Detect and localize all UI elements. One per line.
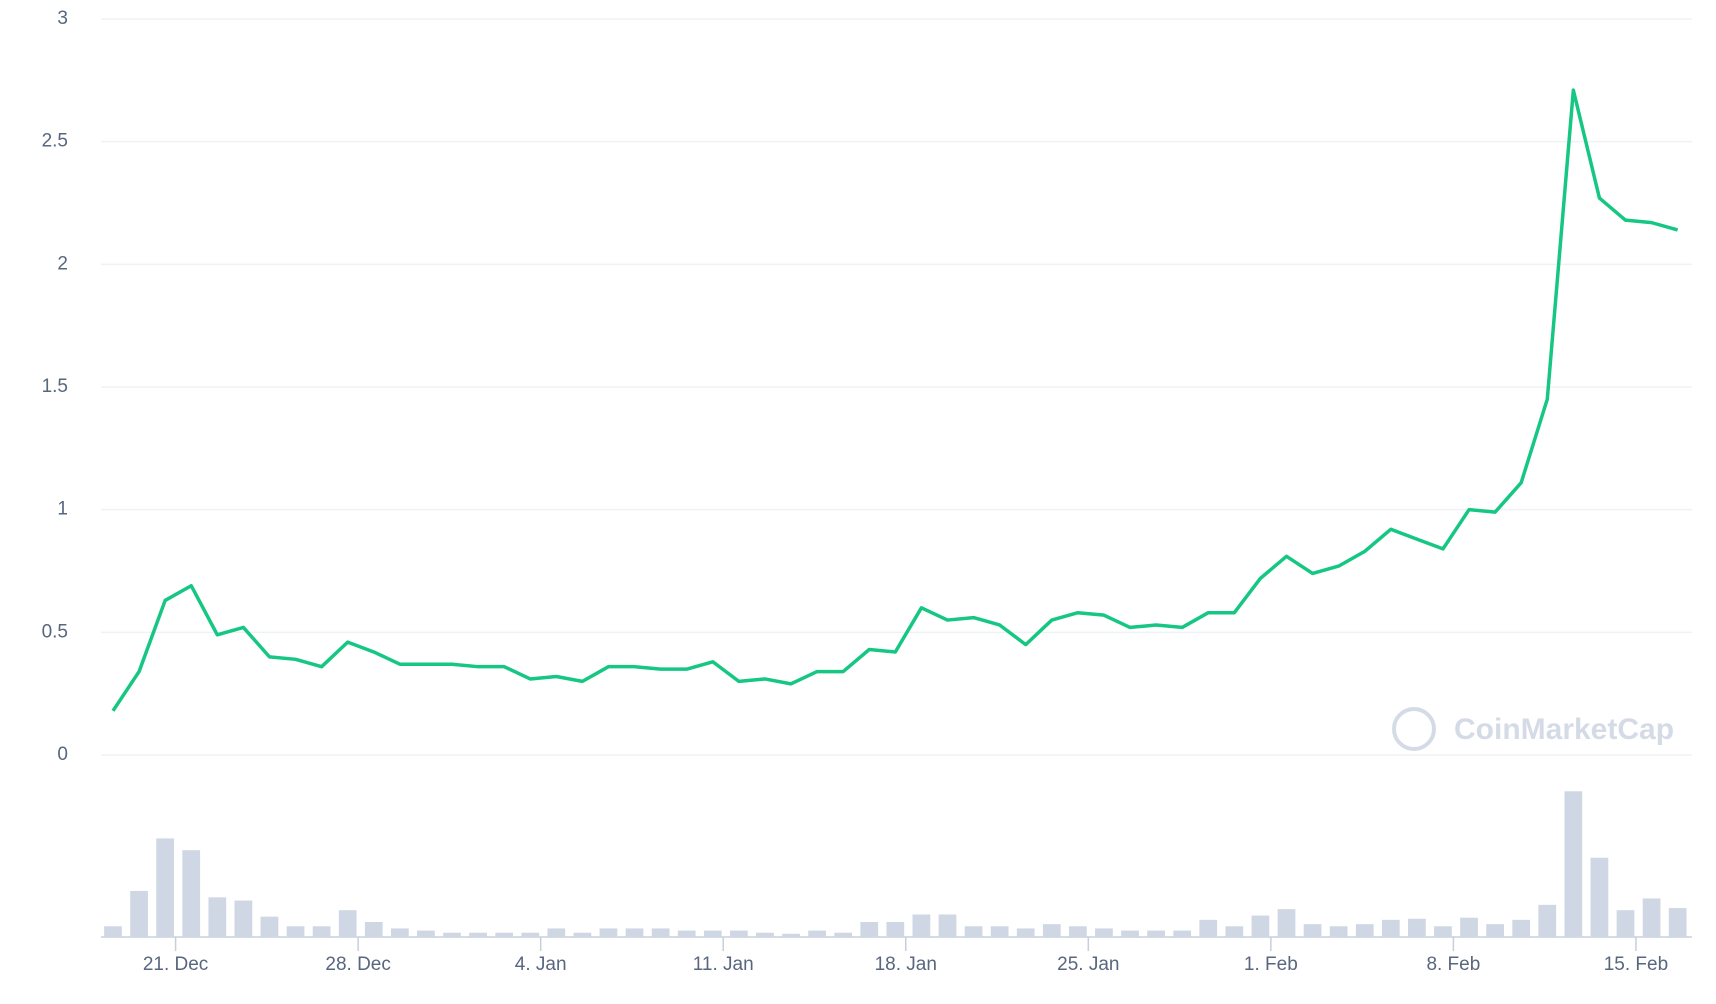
volume-bar [677,930,696,937]
volume-bar [1121,930,1139,937]
volume-bar [1434,926,1452,937]
volume-bar [1251,915,1270,937]
volume-bar [912,914,931,937]
volume-bar [1016,928,1035,937]
y-tick-label: 0 [57,744,68,765]
volume-bar [338,910,357,937]
volume-bar [573,932,592,937]
volume-bar [990,926,1009,937]
volume-bar [469,932,487,937]
volume-bar [1512,919,1531,937]
volume-bar [1355,924,1374,937]
volume-bar [1642,898,1661,937]
volume-bar [964,926,983,937]
volume-bar [1538,904,1557,937]
volume-bar [130,890,148,937]
volume-bar [938,914,957,937]
x-tick-label: 15. Feb [1604,954,1668,975]
volume-bar [417,930,435,937]
volume-bar [1381,919,1400,937]
volume-bar [729,930,748,937]
volume-bar [1486,924,1504,937]
price-line [111,88,1679,712]
volume-bar [834,932,853,937]
volume-bar [1042,924,1061,937]
y-tick-label: 2.5 [42,131,68,152]
volume-bar [1303,924,1322,937]
volume-bar [521,932,540,937]
volume-bar [1277,909,1296,937]
volume-bar [1173,930,1192,937]
volume-bar [156,838,175,937]
x-tick-label: 25. Jan [1057,954,1119,975]
volume-bar [1668,908,1687,937]
volume-bar [782,933,800,937]
volume-bar [1329,926,1348,937]
watermark: CoinMarketCap [1392,707,1674,751]
volume-bar [860,922,879,937]
volume-bar [234,900,253,937]
volume-bar [1564,791,1583,937]
volume-bar [1069,926,1087,937]
x-tick-label: 11. Jan [693,954,754,975]
y-tick-label: 1.5 [42,376,68,397]
volume-bar [703,930,722,937]
volume-bar [1095,928,1113,937]
volume-bar [208,897,227,937]
volume-bar [1199,919,1218,937]
volume-bar [651,928,670,937]
x-tick-label: 1. Feb [1244,954,1298,975]
volume-bar [1460,917,1478,937]
volume-bar [756,932,774,937]
volume-bar [547,928,566,937]
volume-bar [625,928,644,937]
y-tick-label: 1 [57,499,68,520]
volume-bar [286,926,305,937]
x-tick-label: 21. Dec [143,954,208,975]
volume-bar [443,932,461,937]
watermark-logo [1392,707,1436,751]
volume-bar [104,926,122,937]
volume-bar [364,922,383,937]
volume-bar [182,850,201,937]
watermark-text: CoinMarketCap [1454,713,1674,746]
x-tick-label: 28. Dec [325,954,390,975]
x-tick-label: 8. Feb [1426,954,1480,975]
y-tick-label: 3 [57,8,68,29]
x-tick-label: 4. Jan [515,954,567,975]
volume-bar [390,928,409,937]
y-tick-label: 0.5 [42,621,68,642]
volume-bar [599,928,618,937]
y-tick-label: 2 [57,253,68,274]
volume-bar [1616,910,1635,937]
volume-bar [1147,930,1165,937]
x-tick-label: 18. Jan [875,954,937,975]
volume-bar [260,916,279,937]
volume-bar [1408,918,1426,937]
volume-bar [808,930,826,937]
volume-bar [1225,926,1244,937]
volume-bar [1590,857,1609,937]
volume-bar [495,932,514,937]
volume-bar [312,926,331,937]
volume-bar [886,922,905,937]
